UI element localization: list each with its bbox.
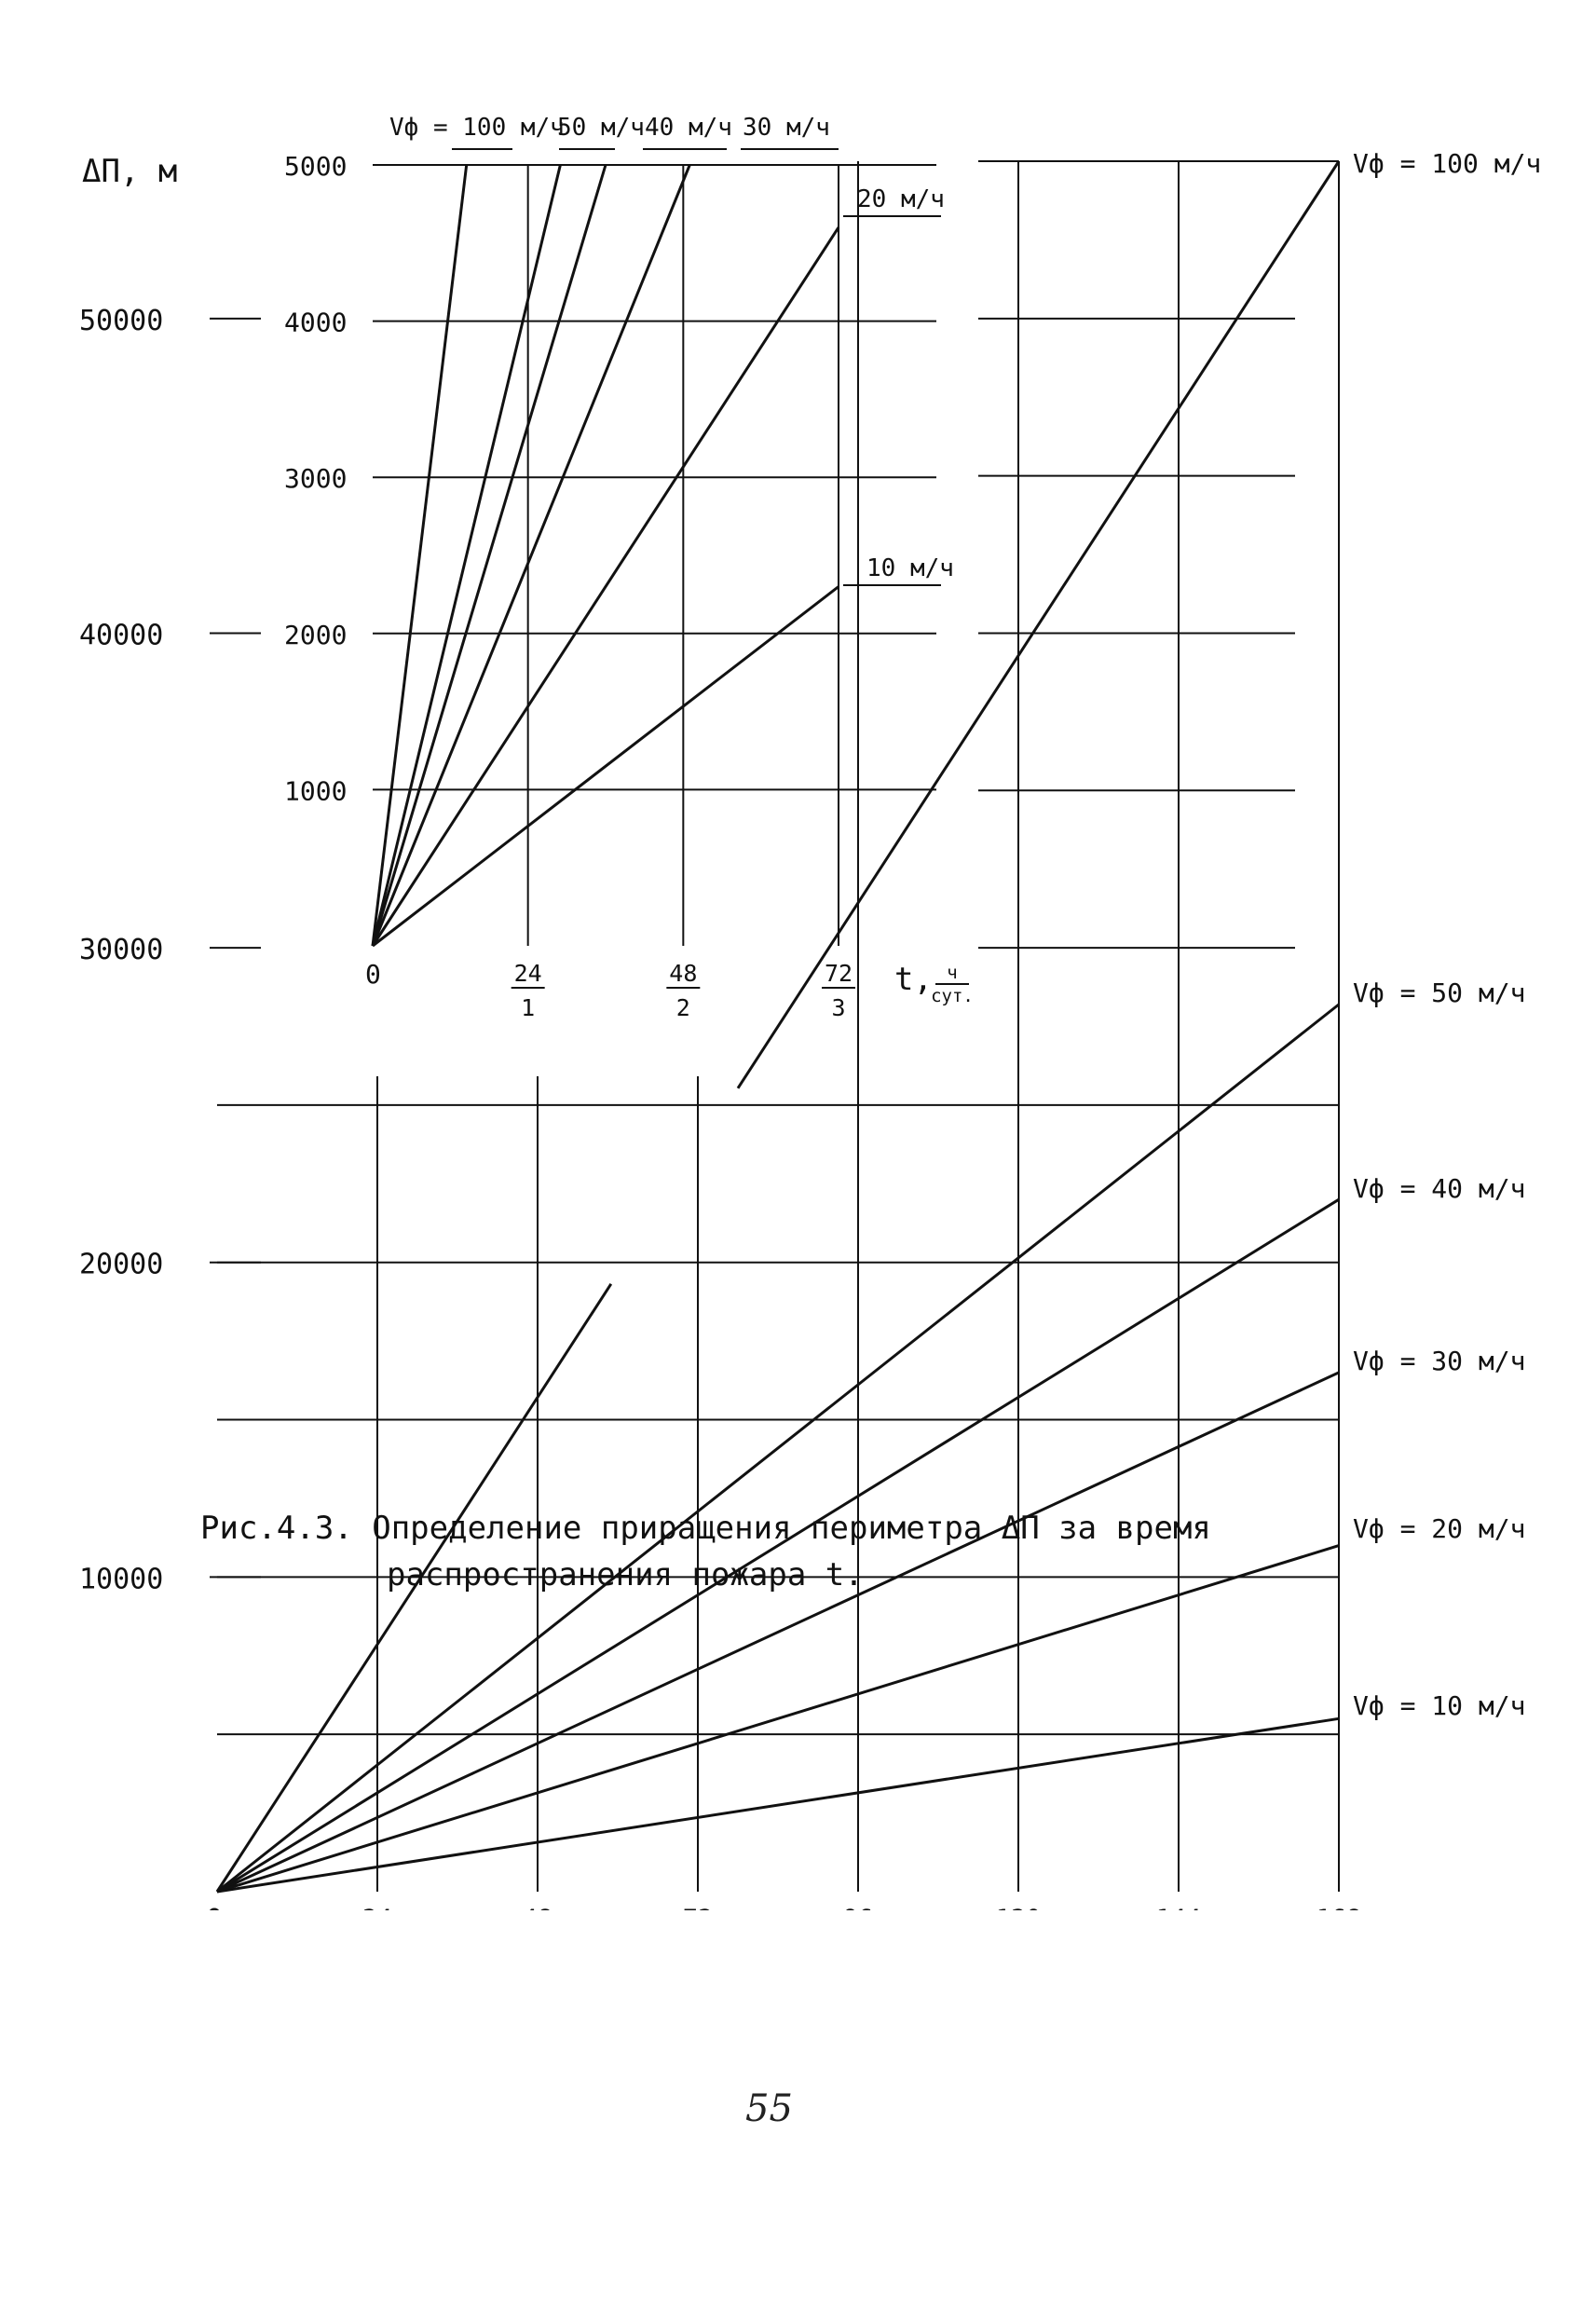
main-series-line bbox=[216, 1371, 1340, 1894]
main-series-line bbox=[736, 160, 1341, 1089]
main-series-line bbox=[216, 1197, 1340, 1894]
inset-series-line bbox=[371, 164, 607, 947]
main-series-label: Vф = 50 м/ч bbox=[1353, 978, 1525, 1008]
inset-x-tick-num: 72 bbox=[825, 960, 853, 987]
inset-series-label: 30 м/ч bbox=[743, 114, 830, 142]
main-y-tick-label: 30000 bbox=[79, 934, 163, 966]
main-x-tick-num: 24 bbox=[362, 1905, 393, 1910]
inset-y-tick-label: 1000 bbox=[284, 775, 347, 806]
inset-x-unit-den: сут. bbox=[931, 986, 974, 1006]
main-series-line bbox=[216, 1716, 1340, 1894]
inset-series-line bbox=[371, 164, 469, 947]
main-x-tick-num: 144 bbox=[1156, 1905, 1202, 1910]
inset-y-tick-label: 4000 bbox=[284, 308, 347, 338]
main-y-tick-label: 10000 bbox=[79, 1563, 163, 1595]
main-series-line bbox=[215, 1283, 613, 1893]
main-series-label: Vф = 40 м/ч bbox=[1353, 1173, 1525, 1204]
main-x-tick-num: 120 bbox=[996, 1905, 1042, 1910]
inset-series-label: 20 м/ч bbox=[857, 185, 945, 213]
inset-y-tick-label: 5000 bbox=[284, 151, 347, 182]
main-series-label: Vф = 30 м/ч bbox=[1353, 1346, 1525, 1376]
inset-x-tick-num: 24 bbox=[514, 960, 542, 987]
caption-line-2: распространения пожара t. bbox=[387, 1556, 864, 1593]
main-y-tick-label: 50000 bbox=[79, 305, 163, 337]
main-series-line bbox=[216, 1003, 1340, 1894]
main-x-tick-num: 72 bbox=[683, 1905, 714, 1910]
inset-series-line bbox=[372, 585, 839, 948]
inset-series-line bbox=[371, 226, 840, 947]
main-series-label: Vф = 100 м/ч bbox=[1353, 148, 1541, 179]
main-series-label: Vф = 20 м/ч bbox=[1353, 1513, 1525, 1544]
inset-x-tick-den: 2 bbox=[676, 994, 690, 1021]
inset-x-unit-num: ч bbox=[947, 963, 957, 983]
inset-series-line bbox=[371, 164, 562, 947]
main-y-tick-label: 40000 bbox=[79, 619, 163, 651]
inset-x-axis-label: t, bbox=[894, 961, 933, 998]
main-x-tick-label: 0 bbox=[206, 1904, 223, 1910]
main-y-axis-label: ΔП, м bbox=[82, 153, 177, 190]
inset-series-label: 10 м/ч bbox=[866, 554, 954, 582]
inset-x-tick-num: 48 bbox=[669, 960, 697, 987]
main-series-line bbox=[216, 1544, 1340, 1894]
main-x-tick-num: 168 bbox=[1316, 1905, 1362, 1910]
inset-series-label: 50 м/ч bbox=[557, 114, 645, 142]
inset-series-label: Vф = 100 м/ч bbox=[389, 114, 565, 142]
inset-series-line bbox=[371, 164, 691, 947]
inset-x-tick-den: 1 bbox=[521, 994, 535, 1021]
inset-y-tick-label: 2000 bbox=[284, 620, 347, 650]
figure-caption: Рис.4.3. Определение приращения периметр… bbox=[200, 1505, 1412, 1598]
main-x-tick-num: 48 bbox=[523, 1905, 553, 1910]
main-y-tick-label: 20000 bbox=[79, 1249, 163, 1281]
main-x-tick-num: 96 bbox=[843, 1905, 874, 1910]
inset-x-tick-den: 3 bbox=[831, 994, 845, 1021]
caption-line-1: Рис.4.3. Определение приращения периметр… bbox=[200, 1510, 1211, 1547]
inset-series-label: 40 м/ч bbox=[645, 114, 732, 142]
page-number: 55 bbox=[745, 2087, 793, 2130]
inset-y-tick-label: 3000 bbox=[284, 463, 347, 494]
main-series-label: Vф = 10 м/ч bbox=[1353, 1690, 1525, 1721]
inset-x-tick-label: 0 bbox=[365, 959, 381, 990]
